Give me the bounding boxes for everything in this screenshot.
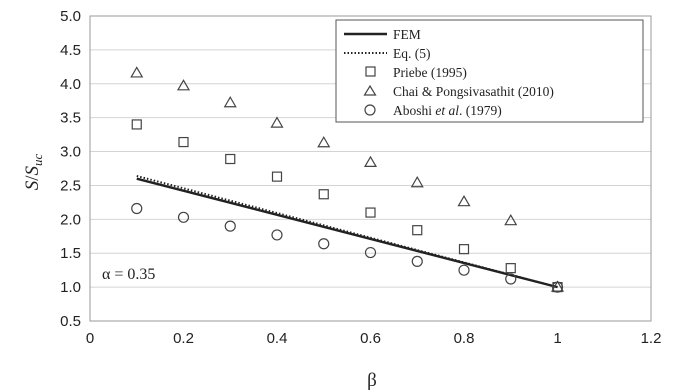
y-tick-label: 4.0 bbox=[60, 76, 81, 93]
data-point-triangle bbox=[130, 66, 144, 78]
data-point-square bbox=[412, 225, 423, 236]
y-tick-label: 0.5 bbox=[60, 313, 81, 330]
data-point-triangle bbox=[410, 176, 424, 188]
legend: FEM Eq. (5) Priebe (1995) Chai & Pongsiv… bbox=[335, 19, 644, 123]
data-point-square bbox=[225, 153, 236, 165]
data-point-square bbox=[505, 263, 516, 274]
data-point-circle bbox=[505, 273, 517, 285]
series-line-fem bbox=[136, 177, 558, 289]
y-tick-label: 5.0 bbox=[60, 8, 81, 25]
data-point-circle bbox=[177, 211, 190, 223]
series-line-eq-5 bbox=[136, 174, 558, 289]
y-tick-label: 1.0 bbox=[60, 279, 81, 296]
data-point-triangle bbox=[317, 136, 331, 148]
data-point-triangle bbox=[176, 79, 191, 91]
x-axis-label: β bbox=[367, 370, 377, 391]
data-point-circle bbox=[131, 202, 143, 215]
y-axis-ticks: 0.5 1.0 1.5 2.0 2.5 3.0 3.5 4.0 4.5 5.0 bbox=[60, 8, 81, 330]
y-axis-label: S/Suc bbox=[22, 154, 45, 191]
x-tick-label: 0.4 bbox=[267, 330, 288, 347]
legend-marker-chai bbox=[363, 84, 377, 96]
data-point-circle bbox=[364, 246, 377, 259]
legend-label-chai: Chai & Pongsivasathit (2010) bbox=[393, 84, 554, 99]
y-tick-label: 1.5 bbox=[60, 245, 81, 262]
legend-marker-aboshi bbox=[364, 104, 376, 116]
data-point-circle bbox=[224, 220, 236, 232]
y-tick-label: 2.5 bbox=[60, 177, 81, 194]
x-axis-ticks: 0 0.2 0.4 0.6 0.8 1 1.2 bbox=[86, 330, 662, 347]
plot-area bbox=[89, 15, 652, 322]
data-point-circle bbox=[551, 281, 564, 293]
data-point-triangle bbox=[550, 280, 565, 292]
data-point-circle bbox=[271, 229, 283, 241]
legend-box bbox=[335, 19, 644, 123]
data-point-square bbox=[131, 119, 142, 130]
x-tick-label: 0 bbox=[86, 330, 94, 347]
data-point-square bbox=[178, 136, 189, 148]
data-point-square bbox=[365, 207, 376, 218]
data-point-triangle bbox=[504, 213, 518, 226]
x-tick-label: 1 bbox=[553, 330, 561, 347]
data-point-triangle bbox=[270, 116, 284, 128]
data-point-circle bbox=[458, 264, 470, 276]
legend-marker-priebe bbox=[365, 66, 376, 77]
data-series bbox=[130, 66, 565, 293]
data-point-triangle bbox=[223, 96, 237, 108]
legend-label-eq5: Eq. (5) bbox=[393, 46, 431, 61]
data-point-circle bbox=[411, 255, 423, 267]
x-tick-label: 0.2 bbox=[173, 330, 194, 347]
y-tick-label: 4.5 bbox=[60, 42, 81, 59]
legend-label-aboshi: Aboshi et al. (1979) bbox=[393, 103, 502, 118]
data-point-triangle bbox=[457, 195, 471, 207]
y-tick-label: 3.5 bbox=[60, 110, 81, 127]
legend-label-priebe: Priebe (1995) bbox=[393, 65, 467, 80]
x-tick-label: 0.6 bbox=[360, 330, 381, 347]
y-tick-label: 2.0 bbox=[60, 211, 81, 228]
y-tick-label: 3.0 bbox=[60, 144, 81, 161]
x-tick-label: 0.8 bbox=[454, 330, 475, 347]
data-point-circle bbox=[318, 238, 330, 250]
data-point-square bbox=[271, 171, 283, 182]
legend-label-fem: FEM bbox=[393, 27, 421, 42]
data-point-square bbox=[318, 189, 329, 200]
plot-border bbox=[89, 15, 652, 322]
data-point-square bbox=[458, 244, 470, 255]
alpha-annotation: α = 0.35 bbox=[102, 266, 155, 283]
x-tick-label: 1.2 bbox=[641, 330, 662, 347]
data-point-triangle bbox=[363, 155, 378, 167]
